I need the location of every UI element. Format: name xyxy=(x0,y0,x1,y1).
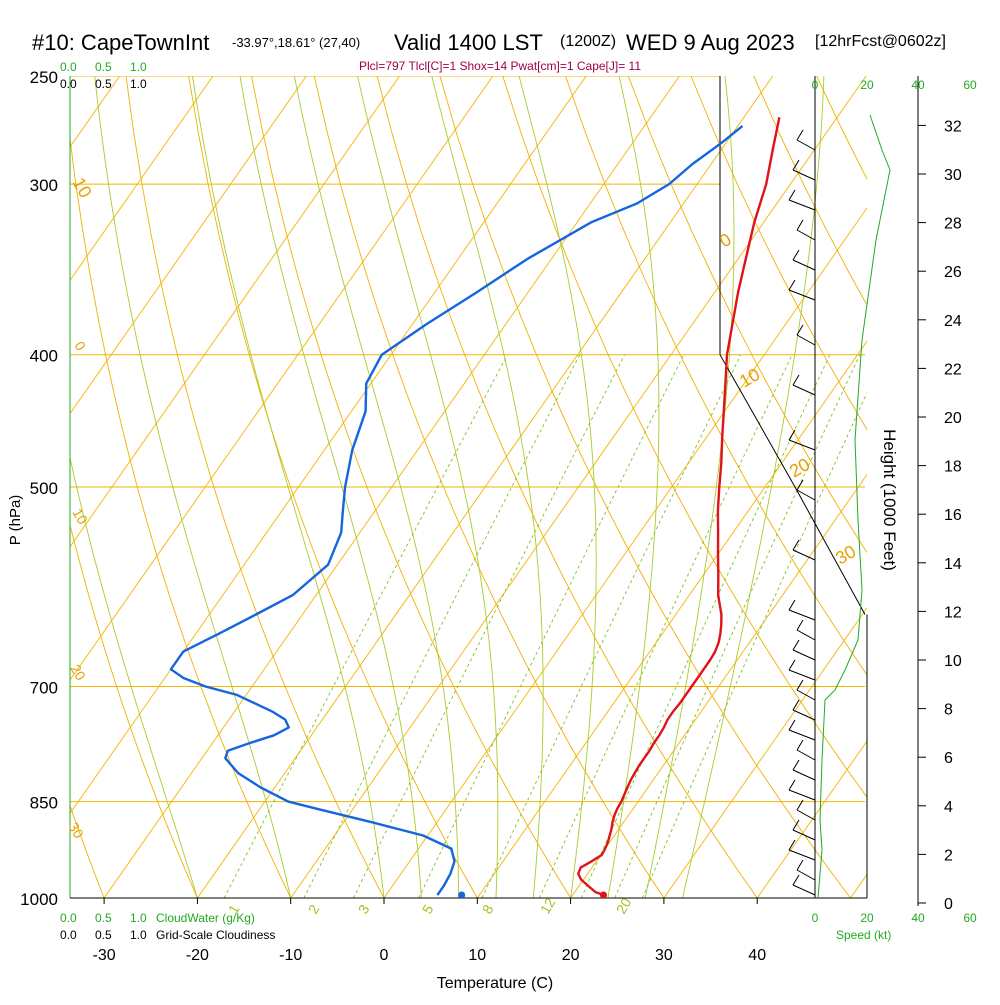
cloud-scale-bottom-green: 1.0 xyxy=(130,911,147,925)
height-axis-title: Height (1000 Feet) xyxy=(880,429,899,571)
height-tick-label: 14 xyxy=(944,556,962,573)
x-tick-label: 30 xyxy=(655,947,673,964)
height-tick-label: 32 xyxy=(944,118,962,135)
speed-tick-top: 0 xyxy=(812,78,819,92)
speed-tick-bottom: 20 xyxy=(860,911,874,925)
x-tick-label: -30 xyxy=(93,947,116,964)
pressure-tick-label: 300 xyxy=(30,176,58,195)
valid-time: Valid 1400 LST xyxy=(394,30,543,56)
height-tick-label: 18 xyxy=(944,459,962,476)
station-title: #10: CapeTownInt xyxy=(32,30,209,56)
x-tick-label: 40 xyxy=(748,947,766,964)
x-tick-label: -10 xyxy=(279,947,302,964)
y-axis-title: P (hPa) xyxy=(7,495,24,546)
speed-tick-top: 40 xyxy=(911,78,925,92)
height-tick-label: 6 xyxy=(944,750,953,767)
pressure-tick-label: 850 xyxy=(30,794,58,813)
pressure-tick-label: 1000 xyxy=(20,890,58,909)
station-coords: -33.97°,18.61° (27,40) xyxy=(232,35,360,50)
height-tick-label: 26 xyxy=(944,264,962,281)
speed-tick-bottom: 60 xyxy=(963,911,977,925)
x-tick-label: -20 xyxy=(186,947,209,964)
cloud-scale-top-black: 0.0 xyxy=(60,77,77,91)
cloud-scale-bottom-green: 0.0 xyxy=(60,911,77,925)
utc-time: (1200Z) xyxy=(560,33,616,51)
x-tick-label: 10 xyxy=(468,947,486,964)
speed-tick-top: 60 xyxy=(963,78,977,92)
height-tick-label: 30 xyxy=(944,167,962,184)
speed-tick-bottom: 0 xyxy=(812,911,819,925)
x-axis-title: Temperature (C) xyxy=(437,975,553,992)
height-tick-label: 0 xyxy=(944,896,953,913)
cloudiness-label: Grid-Scale Cloudiness xyxy=(156,928,275,942)
cloud-scale-bottom-green: 0.5 xyxy=(95,911,112,925)
height-tick-label: 20 xyxy=(944,410,962,427)
x-tick-label: 20 xyxy=(562,947,580,964)
speed-tick-top: 20 xyxy=(860,78,874,92)
cloud-scale-bottom-black: 0.5 xyxy=(95,928,112,942)
height-tick-label: 8 xyxy=(944,702,953,719)
cloud-scale-bottom-black: 0.0 xyxy=(60,928,77,942)
valid-date: WED 9 Aug 2023 xyxy=(626,30,795,56)
pressure-tick-label: 400 xyxy=(30,347,58,366)
speed-tick-bottom: 40 xyxy=(911,911,925,925)
surface-dewpoint-marker xyxy=(458,892,465,899)
speed-label: Speed (kt) xyxy=(836,928,891,942)
height-tick-label: 16 xyxy=(944,507,962,524)
pressure-tick-label: 500 xyxy=(30,479,58,498)
cloud-scale-top-black: 1.0 xyxy=(130,77,147,91)
x-tick-label: 0 xyxy=(380,947,389,964)
forecast-info: [12hrFcst@0602z] xyxy=(815,33,946,51)
height-tick-label: 4 xyxy=(944,799,953,816)
height-tick-label: 10 xyxy=(944,653,962,670)
height-tick-label: 2 xyxy=(944,847,953,864)
cloud-scale-top-black: 0.5 xyxy=(95,77,112,91)
height-tick-label: 24 xyxy=(944,313,962,330)
pressure-tick-label: 700 xyxy=(30,679,58,698)
surface-temperature-marker xyxy=(600,892,607,899)
height-tick-label: 22 xyxy=(944,361,962,378)
sounding-stats: Plcl=797 Tlcl[C]=1 Shox=14 Pwat[cm]=1 Ca… xyxy=(0,59,1000,73)
height-tick-label: 12 xyxy=(944,604,962,621)
height-tick-label: 28 xyxy=(944,216,962,233)
cloud-scale-bottom-black: 1.0 xyxy=(130,928,147,942)
